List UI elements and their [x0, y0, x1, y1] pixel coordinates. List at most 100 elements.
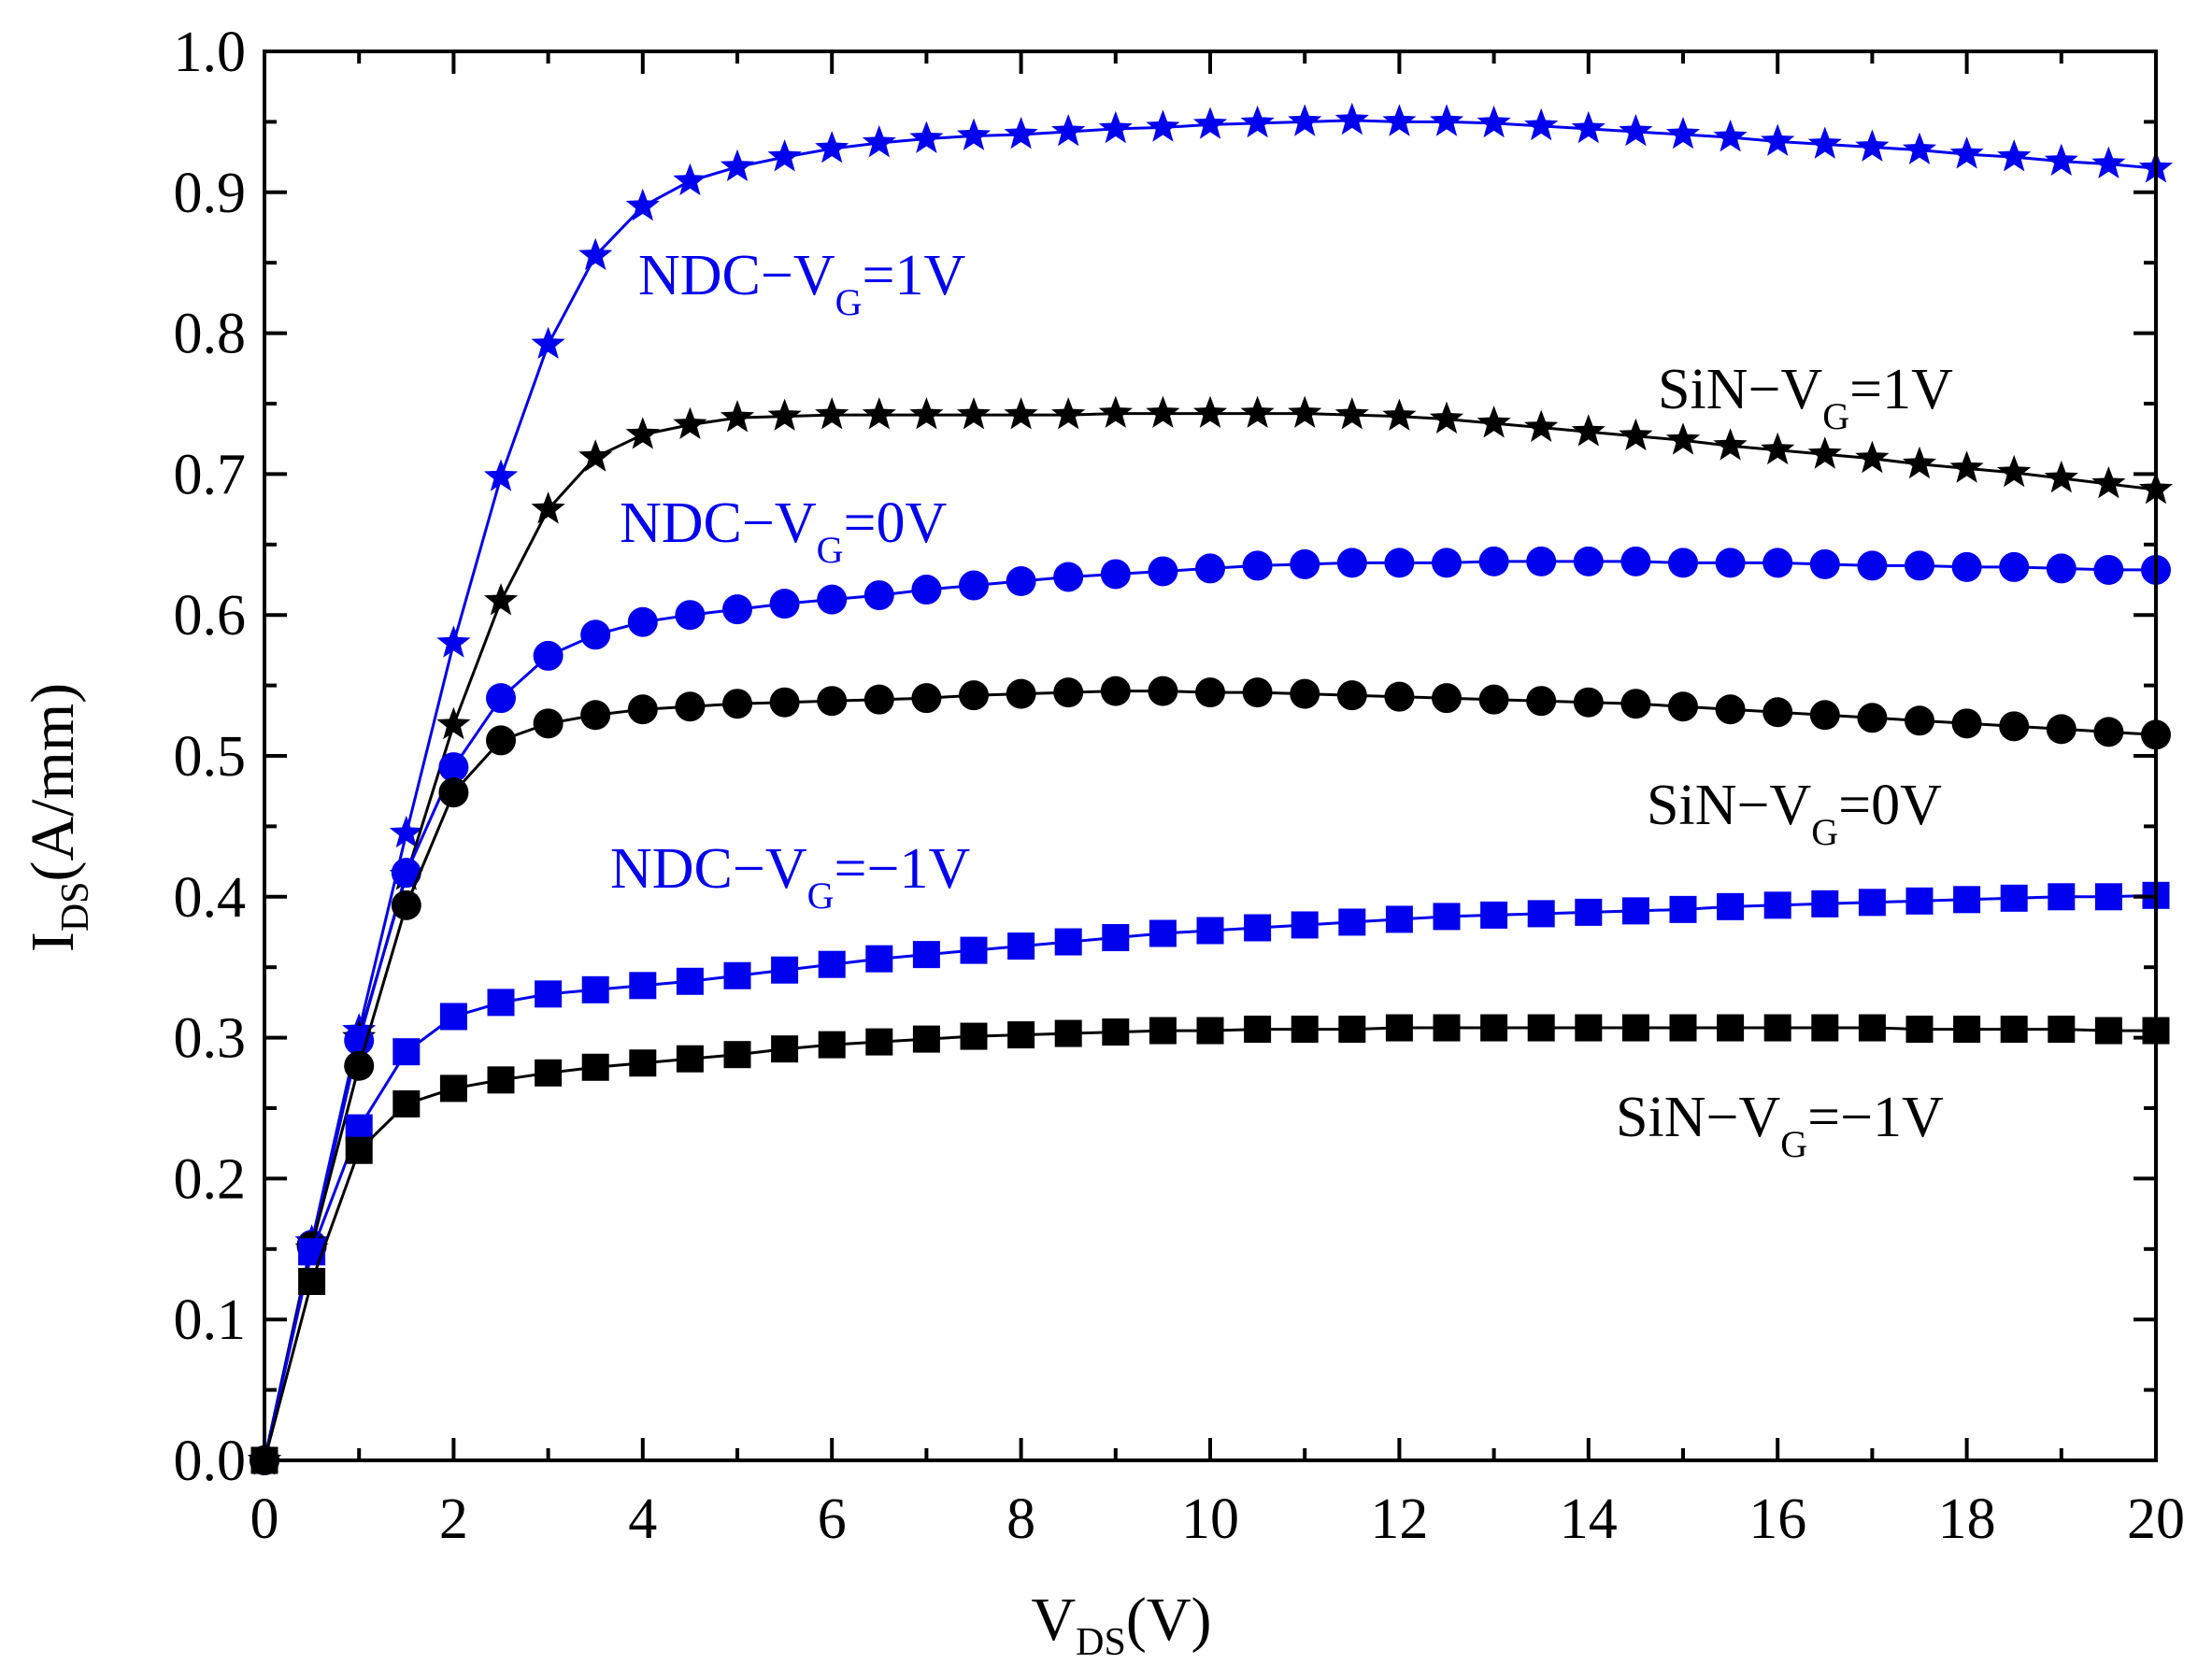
data-point [1665, 422, 1701, 455]
data-point [1242, 550, 1273, 581]
data-point [1007, 1021, 1035, 1049]
data-point [1385, 1014, 1413, 1042]
x-axis-title-main: V [1032, 1586, 1077, 1654]
data-point [1524, 107, 1559, 141]
data-point [1288, 395, 1322, 428]
data-point [1809, 700, 1840, 731]
data-point [771, 956, 799, 984]
series-annotation: SiN−VG=1V [1658, 358, 1953, 437]
data-point [1336, 680, 1367, 711]
data-point [1098, 110, 1133, 144]
x-tick-label: 20 [2127, 1487, 2185, 1551]
data-point [1999, 711, 2030, 742]
data-point [2046, 553, 2076, 584]
series-line [263, 893, 2157, 1461]
y-tick-label: 0.3 [174, 1007, 247, 1071]
data-point [535, 1059, 563, 1087]
x-axis-title-sub: DS [1076, 1621, 1126, 1664]
y-tick-label: 0.1 [174, 1288, 247, 1352]
data-point [1196, 917, 1224, 945]
data-point [392, 1038, 421, 1066]
x-tick-label: 6 [818, 1487, 847, 1551]
data-point [767, 139, 802, 172]
x-tick-label: 2 [439, 1487, 468, 1551]
data-point [863, 580, 894, 611]
data-point [818, 950, 846, 978]
data-point [1526, 546, 1557, 576]
data-point [1007, 932, 1035, 960]
data-point [1148, 676, 1178, 706]
data-point [345, 1136, 373, 1164]
data-point [1905, 550, 1934, 581]
x-tick-label: 12 [1370, 1487, 1428, 1551]
data-point [2094, 883, 2122, 911]
data-point [1338, 908, 1366, 936]
series-ndc-vg-0v [250, 546, 2171, 1475]
data-point [1385, 905, 1413, 933]
y-tick-label: 0.8 [174, 303, 247, 366]
data-point [1997, 139, 2032, 172]
y-axis-title-unit: (A/mm) [19, 683, 87, 882]
data-point [1192, 395, 1228, 428]
data-point [1291, 911, 1319, 939]
data-point [580, 700, 611, 731]
data-point [1429, 401, 1464, 434]
series-labels: NDC−VG=1V SiN−VG=1V NDC−VG=0V SiN−VG=0V NDC−… [610, 244, 1953, 1165]
data-point [2091, 146, 2126, 178]
data-point [1527, 900, 1555, 928]
data-point [1148, 556, 1178, 587]
data-point [1571, 414, 1605, 447]
data-point [960, 1022, 988, 1050]
data-point [1855, 129, 1890, 162]
data-point [1807, 436, 1842, 469]
data-point [1527, 1014, 1555, 1042]
data-point [1244, 1016, 1272, 1044]
data-point [723, 1041, 751, 1069]
data-point [1905, 705, 1934, 736]
data-point [1761, 432, 1795, 465]
data-point [862, 125, 896, 158]
data-point [535, 980, 563, 1008]
data-point [487, 1066, 515, 1094]
data-point [815, 131, 849, 164]
data-point [627, 694, 658, 725]
data-point [1573, 687, 1604, 718]
data-point [1432, 548, 1462, 578]
data-point [1763, 891, 1791, 919]
data-point [1761, 123, 1795, 156]
data-point [580, 619, 611, 650]
data-point [578, 439, 613, 472]
data-point [625, 417, 660, 449]
data-point [1811, 1014, 1839, 1042]
data-point [722, 594, 752, 625]
data-point [1715, 694, 1746, 725]
data-point [1905, 1016, 1934, 1044]
data-point [1480, 901, 1508, 929]
data-point [1762, 548, 1793, 578]
data-point [1146, 395, 1180, 428]
data-point [675, 600, 706, 631]
data-point [1195, 677, 1225, 708]
data-point [1384, 548, 1415, 578]
series-annotation: NDC−VG=0V [620, 491, 948, 571]
data-point [2091, 466, 2126, 499]
data-point [1100, 559, 1131, 590]
data-point [1004, 117, 1038, 149]
data-point [2093, 717, 2124, 747]
data-point [1051, 114, 1086, 147]
data-point [1573, 546, 1604, 576]
data-point [1240, 105, 1275, 138]
data-point [1054, 1019, 1082, 1047]
data-point [1951, 708, 1982, 739]
data-point [1102, 924, 1130, 952]
data-point [392, 1089, 421, 1117]
data-point [625, 188, 660, 221]
data-point [769, 589, 800, 619]
data-point [533, 708, 564, 739]
data-point [1477, 105, 1511, 138]
data-point [1526, 686, 1557, 717]
data-point [862, 397, 896, 430]
series-annotation: SiN−VG=−1V [1616, 1086, 1944, 1165]
data-point [581, 1053, 609, 1081]
